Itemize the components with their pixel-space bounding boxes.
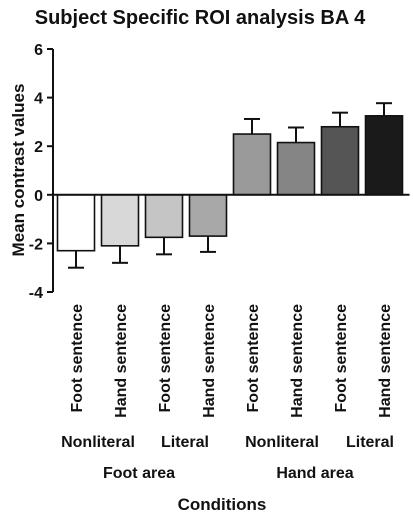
plot-layer [56,102,404,269]
bar-4 [188,194,228,237]
x-axis-title: Conditions [178,495,267,514]
category-label-3: Foot sentence [157,304,174,413]
y-tick-label--2: -2 [29,236,43,253]
category-label-8: Hand sentence [377,304,394,418]
group-label-level2-1: Foot area [103,465,175,482]
group-label-level1-2: Literal [161,434,209,451]
group-label-level1-4: Literal [346,434,394,451]
category-label-5: Foot sentence [245,304,262,413]
y-tick-label-4: 4 [34,91,43,108]
group-label-level1-3: Nonliteral [245,434,319,451]
group-label-level1-1: Nonliteral [61,434,135,451]
y-axis-title: Mean contrast values [9,84,28,257]
bar-1 [56,194,96,252]
group-label-level2-2: Hand area [276,465,353,482]
chart-title: Subject Specific ROI analysis BA 4 [35,7,366,29]
bar-6 [276,141,316,196]
y-tick-label-0: 0 [34,188,43,205]
bar-3 [144,194,184,239]
bar-8 [364,115,404,196]
labels-layer: -4 -2 0 2 4 6 Foot sentence Hand sentence Foot s… [29,42,394,482]
category-label-2: Hand sentence [113,304,130,418]
y-tick-label--4: -4 [29,285,43,302]
category-label-1: Foot sentence [69,304,86,413]
category-label-6: Hand sentence [289,304,306,418]
category-label-4: Hand sentence [201,304,218,418]
bar-5 [232,133,272,196]
axes-layer [47,48,410,293]
bar-2 [100,194,140,247]
category-label-7: Foot sentence [333,304,350,413]
y-tick-label-6: 6 [34,42,43,59]
bar-7 [320,125,360,196]
y-tick-label-2: 2 [34,139,43,156]
